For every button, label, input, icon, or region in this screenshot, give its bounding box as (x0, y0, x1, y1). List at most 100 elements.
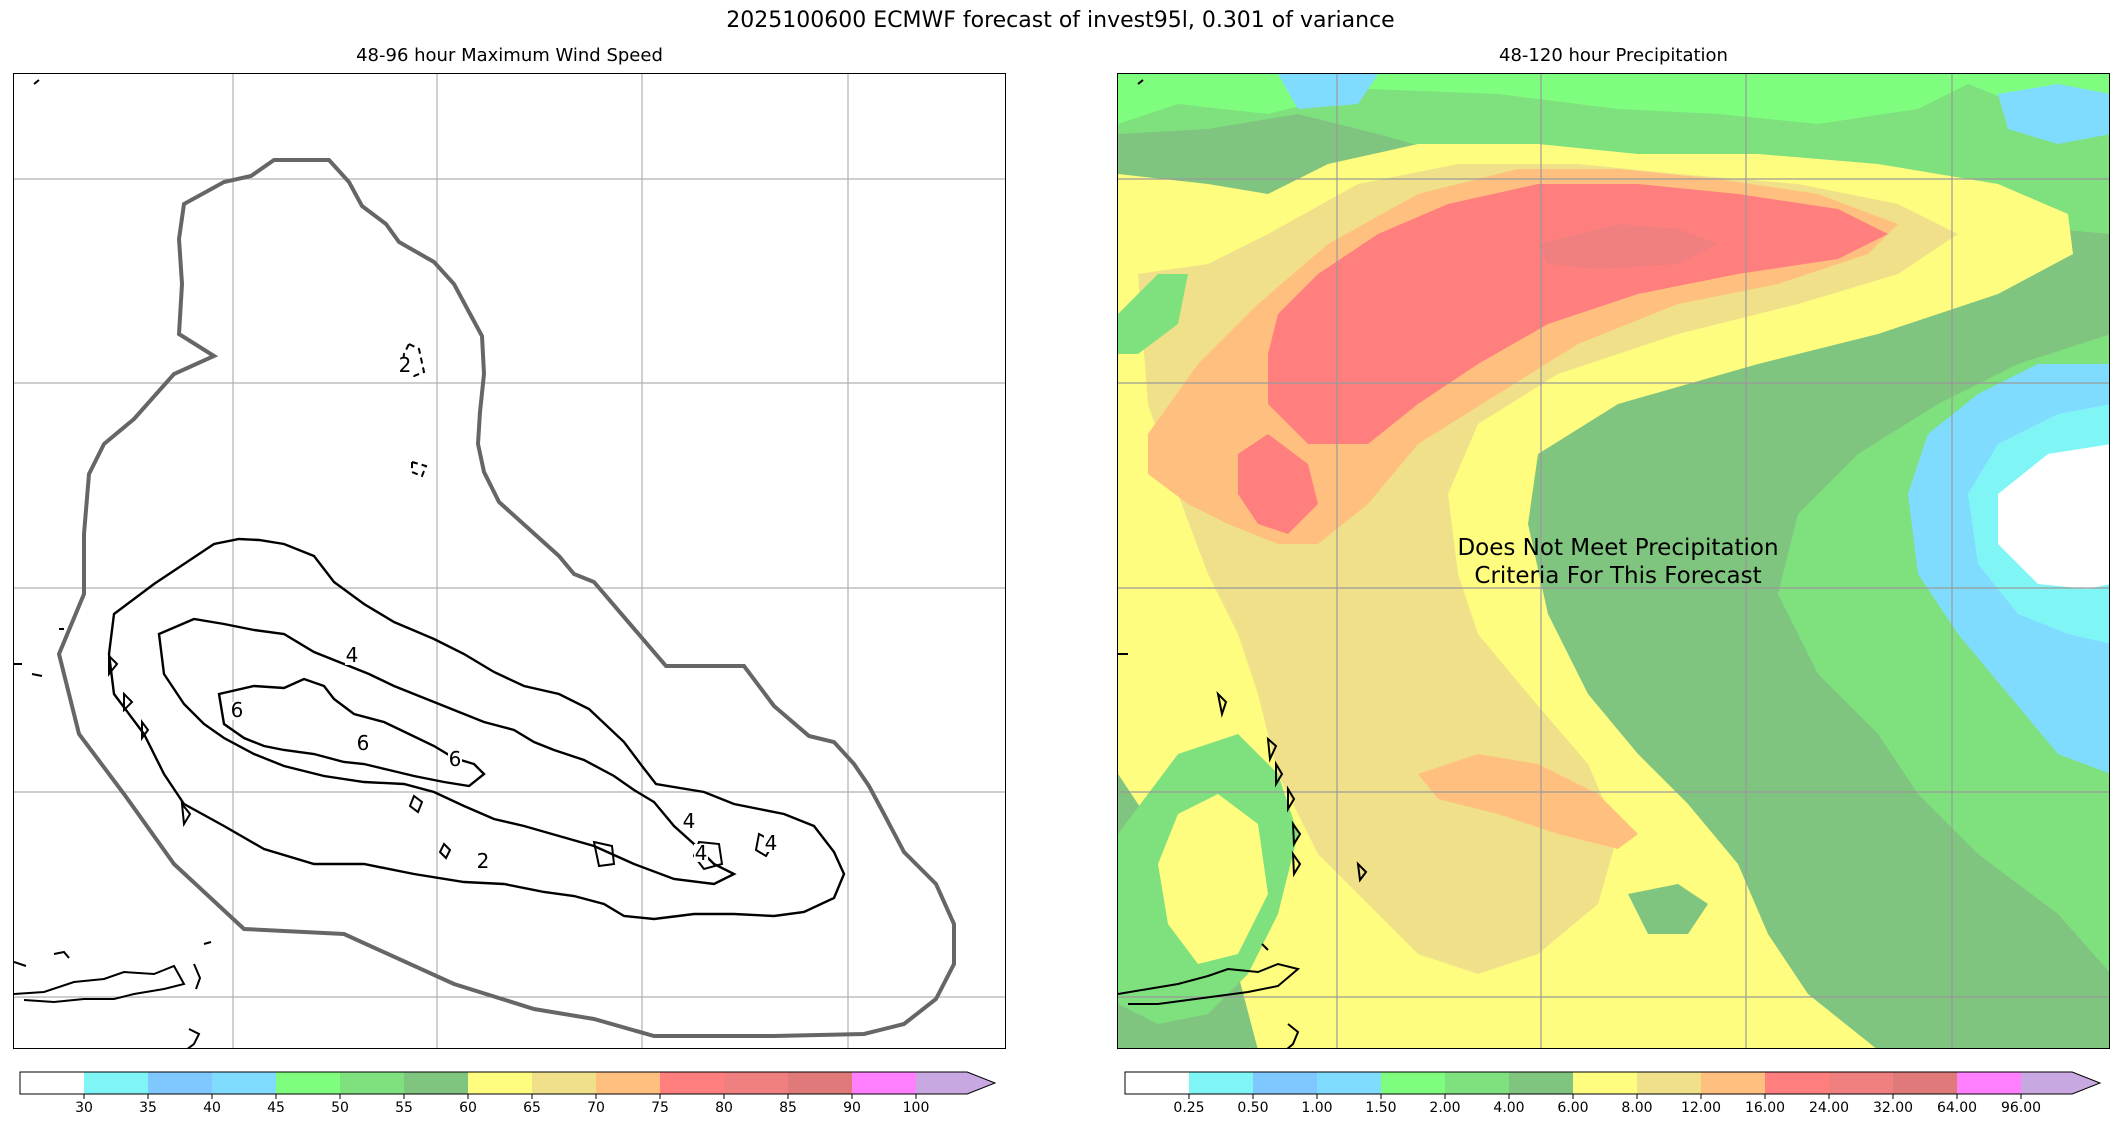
precip-colorbar-segment (1317, 1072, 1382, 1094)
precip-band-24-32 (1538, 224, 1718, 269)
precip-colorbar-segment (1381, 1072, 1446, 1094)
precip-criteria-note: Does Not Meet Precipitation Criteria For… (1358, 534, 1878, 590)
wind-colorbar-segment (276, 1072, 341, 1094)
precip-band-2-4-b (1118, 274, 1188, 354)
wind-dashed-contour-2 (411, 460, 428, 478)
wind-colorbar-segment (532, 1072, 597, 1094)
contour-label: 4 (765, 831, 778, 855)
contour-label: 6 (449, 747, 462, 771)
contour-label: 2 (399, 353, 412, 377)
precip-colorbar-tick-label: 6.00 (1557, 1100, 1589, 1116)
precip-colorbar-tick-label: 8.00 (1621, 1100, 1653, 1116)
wind-speed-map: 2 4 6 6 6 4 4 4 2 (13, 73, 1006, 1049)
wind-colorbar-tick-label: 55 (395, 1100, 413, 1116)
contour-label: 6 (357, 731, 370, 755)
precip-colorbar-segment (1125, 1072, 1190, 1094)
precip-colorbar-tick-label: 96.00 (2000, 1100, 2042, 1116)
wind-colorbar-tick-label: 85 (779, 1100, 797, 1116)
wind-colorbar-tick-label: 100 (902, 1100, 930, 1116)
wind-colorbar-segment (20, 1072, 85, 1094)
precip-colorbar-tick-label: 24.00 (1808, 1100, 1850, 1116)
precip-colorbar-segment (2021, 1072, 2100, 1094)
wind-colorbar-graphic (19, 1071, 997, 1099)
contour-label: 4 (683, 809, 696, 833)
precip-band-below-0.25 (1998, 444, 2109, 589)
figure-title: 2025100600 ECMWF forecast of invest95l, … (726, 8, 1395, 33)
precip-colorbar-tick-label: 12.00 (1680, 1100, 1722, 1116)
precip-band-1.5-2-c (1278, 74, 1378, 109)
precip-colorbar-segment (1573, 1072, 1638, 1094)
precip-map-title: 48-120 hour Precipitation (1499, 45, 1728, 66)
wind-contour-2 (107, 537, 846, 921)
precip-colorbar-tick-label: 64.00 (1936, 1100, 1978, 1116)
wind-colorbar-segment (724, 1072, 789, 1094)
precip-colorbar-tick-label: 0.25 (1173, 1100, 1205, 1116)
precip-band-1.5-2-b (1998, 84, 2109, 144)
precip-colorbar-segment (1189, 1072, 1254, 1094)
wind-colorbar-tick-label: 80 (715, 1100, 733, 1116)
wind-map-title: 48-96 hour Maximum Wind Speed (356, 45, 663, 66)
precip-colorbar-graphic (1124, 1071, 2102, 1099)
wind-colorbar-segment (212, 1072, 277, 1094)
contour-label: 4 (346, 643, 359, 667)
precip-colorbar-tick-label: 0.50 (1237, 1100, 1269, 1116)
precip-colorbar-tick-label: 32.00 (1872, 1100, 1914, 1116)
wind-colorbar-segment (852, 1072, 917, 1094)
wind-colorbar-segment (788, 1072, 853, 1094)
wind-colorbar-segment (84, 1072, 149, 1094)
precip-colorbar-segment (1509, 1072, 1574, 1094)
wind-colorbar-segment (596, 1072, 661, 1094)
precip-colorbar-segment (1253, 1072, 1318, 1094)
precip-map-canvas (1118, 74, 2109, 1048)
precip-colorbar-tick-label: 1.00 (1301, 1100, 1333, 1116)
precipitation-map: Does Not Meet Precipitation Criteria For… (1117, 73, 2110, 1049)
precip-colorbar-tick-label: 16.00 (1744, 1100, 1786, 1116)
precip-map-gridlines (1118, 74, 2109, 1048)
wind-colorbar-segment (340, 1072, 405, 1094)
wind-colorbar-tick-label: 35 (139, 1100, 157, 1116)
wind-colorbar-tick-label: 45 (267, 1100, 285, 1116)
precip-colorbar-segment (1765, 1072, 1830, 1094)
wind-colorbar-tick-label: 30 (75, 1100, 93, 1116)
precip-colorbar-segment (1701, 1072, 1766, 1094)
precip-band-16-24 (1268, 184, 1888, 444)
wind-contour-4 (157, 617, 737, 886)
wind-contour-6 (217, 677, 486, 788)
precip-colorbar-segment (1637, 1072, 1702, 1094)
wind-envelope-contour (56, 158, 956, 1038)
precip-colorbar-segment (1893, 1072, 1958, 1094)
precip-band-6-8-b (1158, 794, 1268, 964)
precip-colorbar-segment (1957, 1072, 2022, 1094)
precip-criteria-note-line-2: Criteria For This Forecast (1474, 563, 1762, 589)
precip-coastlines (1118, 79, 1368, 1048)
precip-colorbar-tick-label: 2.00 (1429, 1100, 1461, 1116)
precip-band-16-24-b (1238, 434, 1318, 534)
precip-colorbar-tick-label: 4.00 (1493, 1100, 1525, 1116)
precip-band-12-16-b (1418, 754, 1638, 849)
wind-coastlines (14, 79, 212, 1048)
wind-colorbar-tick-label: 70 (587, 1100, 605, 1116)
wind-colorbar-tick-label: 60 (459, 1100, 477, 1116)
wind-colorbar-tick-label: 40 (203, 1100, 221, 1116)
precip-colorbar (1124, 1071, 2102, 1099)
wind-colorbar-segment (404, 1072, 469, 1094)
wind-colorbar-segment (468, 1072, 533, 1094)
precip-band-4-6-b (1628, 884, 1708, 934)
wind-colorbar-segment (660, 1072, 725, 1094)
wind-colorbar-tick-label: 50 (331, 1100, 349, 1116)
wind-small-contours (108, 653, 776, 871)
precip-colorbar-segment (1829, 1072, 1894, 1094)
wind-colorbar-segment (148, 1072, 213, 1094)
contour-label: 6 (231, 698, 244, 722)
wind-map-gridlines (14, 74, 1005, 1048)
wind-colorbar-tick-label: 65 (523, 1100, 541, 1116)
wind-colorbar-outline (19, 1071, 997, 1095)
wind-colorbar-tick-label: 90 (843, 1100, 861, 1116)
wind-map-canvas: 2 4 6 6 6 4 4 4 2 (14, 74, 1005, 1048)
precip-colorbar-tick-label: 1.50 (1365, 1100, 1397, 1116)
wind-dashed-contour (400, 342, 426, 378)
contour-label: 4 (695, 841, 708, 865)
precip-colorbar-segment (1445, 1072, 1510, 1094)
precip-criteria-note-line-1: Does Not Meet Precipitation (1457, 535, 1779, 561)
wind-colorbar-tick-label: 75 (651, 1100, 669, 1116)
